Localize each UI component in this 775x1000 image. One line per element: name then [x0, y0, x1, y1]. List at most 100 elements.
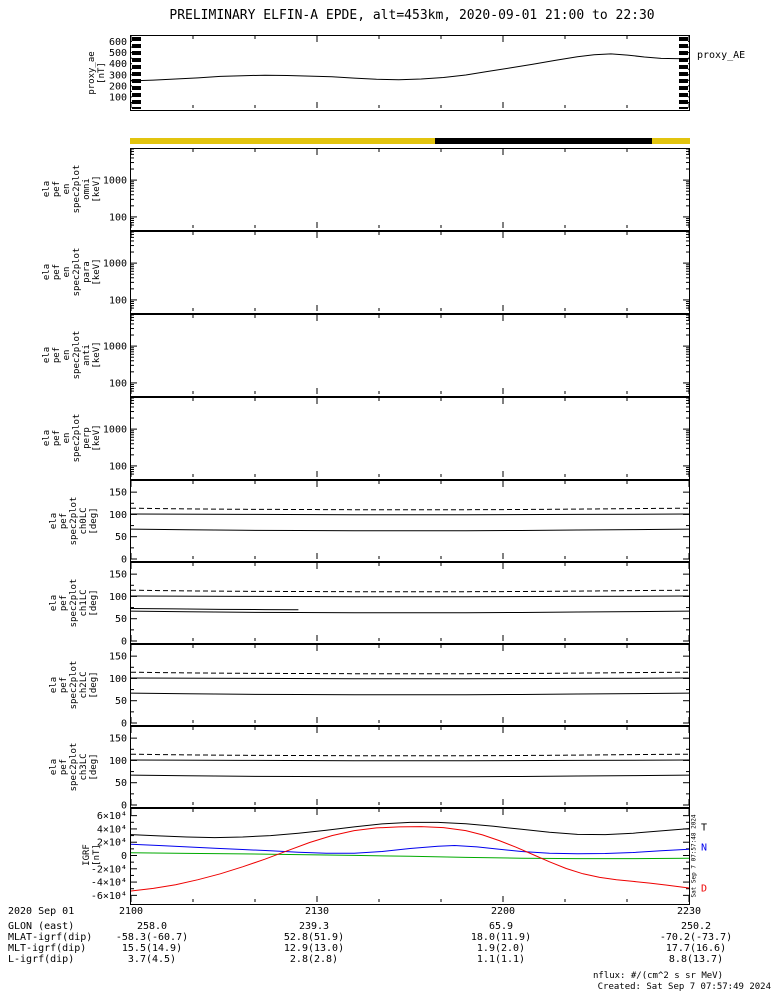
svg-text:100: 100	[109, 295, 127, 306]
svg-text:1000: 1000	[103, 259, 127, 270]
svg-text:600: 600	[109, 37, 127, 48]
svg-text:100: 100	[109, 212, 127, 223]
svg-text:100: 100	[109, 592, 127, 603]
igrf-panel: 6×10⁴ 4×10⁴ 2×10⁴ 0 -2×10⁴ -4×10⁴ -6×10⁴	[91, 808, 690, 905]
side-timestamp: Sat Sep 7 07:57:48 2024	[690, 814, 698, 898]
svg-text:100: 100	[109, 378, 127, 389]
svg-text:-2×10⁴: -2×10⁴	[91, 864, 127, 875]
sunlit-segment-2	[651, 138, 690, 144]
glon-value: 250.2	[680, 921, 712, 932]
nflux-units-note: nflux: #/(cm^2 s sr MeV)	[592, 971, 723, 981]
svg-text:2×10⁴: 2×10⁴	[97, 838, 127, 849]
data-gap-bar-right	[679, 37, 688, 109]
proxy-ae-axis-label: proxy_ae [nT]	[87, 51, 107, 95]
mlt-label: MLT-igrf(dip)	[8, 943, 87, 954]
lshell-value: 1.1(1.1)	[476, 954, 526, 965]
glon-value: 239.3	[298, 921, 330, 932]
glon-label: GLON (east)	[8, 921, 75, 932]
svg-text:100: 100	[109, 674, 127, 685]
svg-text:200: 200	[109, 81, 127, 92]
data-gap-bar-left	[132, 37, 141, 109]
lc-ch3-chart: 0 50 100 150	[109, 727, 690, 812]
mlt-value: 15.5(14.9)	[121, 943, 183, 954]
lshell-value: 3.7(4.5)	[127, 954, 177, 965]
time-tick-0: 2100	[118, 906, 144, 917]
svg-text:-6×10⁴: -6×10⁴	[91, 891, 127, 902]
svg-text:150: 150	[109, 488, 127, 499]
lc-ch0-axis-label: ela pef spec2plot ch0LC [deg]	[49, 496, 99, 546]
spec-perp-chart: 100 1000	[103, 397, 690, 477]
spec-para-chart: 100 1000	[103, 231, 690, 311]
svg-text:150: 150	[109, 570, 127, 581]
proxy-ae-panel: 100 200 300 400 500 600	[109, 35, 690, 111]
svg-text:100: 100	[109, 92, 127, 103]
svg-text:500: 500	[109, 48, 127, 59]
svg-text:-4×10⁴: -4×10⁴	[91, 878, 127, 889]
figure-title: PRELIMINARY ELFIN-A EPDE, alt=453km, 202…	[169, 8, 655, 23]
svg-text:150: 150	[109, 734, 127, 745]
glon-value: 65.9	[488, 921, 514, 932]
mlt-value: 12.9(13.0)	[283, 943, 345, 954]
svg-text:100: 100	[109, 756, 127, 767]
time-tick-1: 2130	[304, 906, 330, 917]
mlt-value: 1.9(2.0)	[476, 943, 526, 954]
spec-perp-axis-label: ela pef en spec2plot perp [keV]	[42, 413, 102, 463]
svg-text:150: 150	[109, 652, 127, 663]
glon-value: 258.0	[136, 921, 168, 932]
lc-ch0-panel: 0 50 100 150	[109, 480, 690, 566]
mlat-value: 18.0(11.9)	[470, 932, 532, 943]
spec-anti-panel: 100 1000	[103, 314, 690, 397]
igrf-legend-D: D	[701, 883, 708, 895]
time-tick-3: 2230	[676, 906, 702, 917]
svg-text:0: 0	[121, 801, 127, 812]
svg-text:1000: 1000	[103, 176, 127, 187]
lc-ch1-chart: 0 50 100 150	[109, 563, 690, 648]
lc-ch2-chart: 0 50 100 150	[109, 645, 690, 730]
sunlit-segment	[130, 138, 436, 144]
lc-ch2-panel: 0 50 100 150	[109, 644, 690, 730]
svg-text:50: 50	[115, 532, 127, 543]
svg-text:0: 0	[121, 851, 127, 862]
lshell-value: 8.8(13.7)	[668, 954, 724, 965]
mlt-value: 17.7(16.6)	[665, 943, 727, 954]
svg-text:50: 50	[115, 614, 127, 625]
created-timestamp: Created: Sat Sep 7 07:57:49 2024	[597, 982, 771, 992]
lc-ch1-axis-label: ela pef spec2plot ch1LC [deg]	[49, 578, 99, 628]
date-label: 2020 Sep 01	[8, 906, 75, 917]
svg-text:4×10⁴: 4×10⁴	[97, 824, 127, 835]
igrf-legend-N: N	[701, 842, 708, 854]
mlat-value: 52.8(51.9)	[283, 932, 345, 943]
mlat-value: -70.2(-73.7)	[659, 932, 733, 943]
lc-ch3-panel: 0 50 100 150	[109, 726, 690, 812]
time-tick-2: 2200	[490, 906, 516, 917]
svg-text:100: 100	[109, 461, 127, 472]
svg-text:50: 50	[115, 778, 127, 789]
lc-ch2-axis-label: ela pef spec2plot ch2LC [deg]	[49, 660, 99, 710]
spec-anti-chart: 100 1000	[103, 314, 690, 394]
spec-para-panel: 100 1000	[103, 231, 690, 314]
svg-text:0: 0	[121, 719, 127, 730]
spec-anti-axis-label: ela pef en spec2plot anti [keV]	[42, 330, 102, 380]
spec-perp-panel: 100 1000	[103, 397, 690, 480]
lshell-value: 2.8(2.8)	[289, 954, 339, 965]
svg-text:0: 0	[121, 555, 127, 566]
lc-ch3-axis-label: ela pef spec2plot ch3LC [deg]	[49, 742, 99, 792]
proxy-ae-legend-label: proxy_AE	[697, 50, 746, 61]
spec-omni-axis-label: ela pef en spec2plot omni [keV]	[42, 164, 102, 214]
svg-text:300: 300	[109, 70, 127, 81]
mlat-value: -58.3(-60.7)	[115, 932, 189, 943]
spec-para-axis-label: ela pef en spec2plot para [keV]	[42, 247, 102, 297]
sunlight-eclipse-bar	[130, 138, 690, 144]
svg-text:6×10⁴: 6×10⁴	[97, 811, 127, 822]
igrf-legend-T: T	[701, 822, 708, 834]
svg-text:0: 0	[121, 637, 127, 648]
svg-text:50: 50	[115, 696, 127, 707]
svg-text:400: 400	[109, 59, 127, 70]
igrf-chart: 6×10⁴ 4×10⁴ 2×10⁴ 0 -2×10⁴ -4×10⁴ -6×10⁴	[91, 809, 690, 902]
eclipse-segment	[435, 138, 652, 144]
svg-text:1000: 1000	[103, 342, 127, 353]
svg-text:100: 100	[109, 510, 127, 521]
lc-ch1-panel: 0 50 100 150	[109, 562, 690, 648]
spec-omni-chart: 100 1000	[103, 148, 690, 228]
